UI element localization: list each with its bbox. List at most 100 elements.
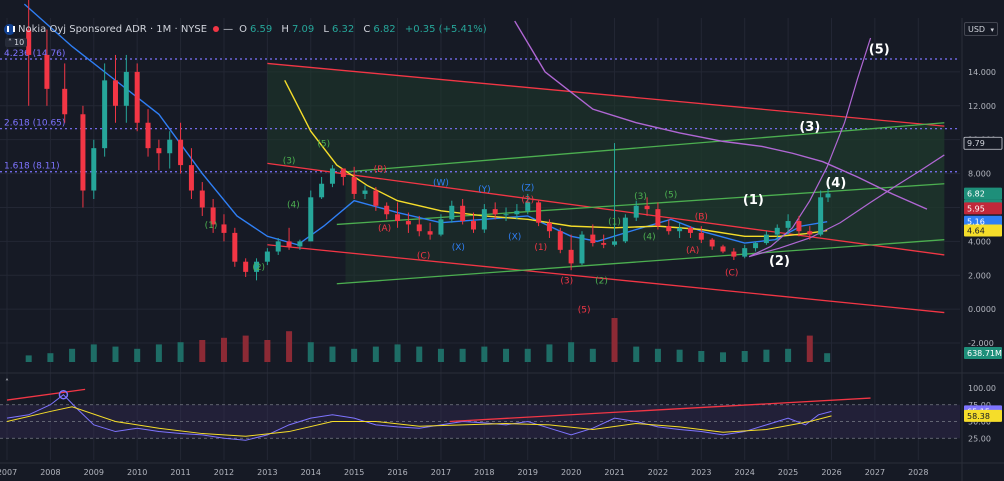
candle-body: [568, 249, 574, 264]
volume-bar: [676, 349, 683, 362]
volume-bar: [25, 355, 32, 362]
volume-bar: [112, 346, 119, 362]
volume-bar: [307, 342, 314, 362]
volume-bar: [90, 344, 97, 362]
candle-body: [210, 207, 216, 225]
eye-icon[interactable]: —: [223, 23, 234, 35]
candle-body: [44, 54, 50, 89]
volume-bar: [763, 349, 770, 362]
volume-bar: [785, 348, 792, 362]
candle-body: [731, 251, 737, 257]
candle-body: [145, 122, 151, 149]
currency-select[interactable]: USD ▾: [964, 22, 998, 36]
candle-body: [622, 217, 628, 242]
candle-body: [319, 183, 325, 198]
wave-label: (5): [578, 306, 591, 316]
projection-curve: [748, 154, 945, 258]
volume-bar: [220, 337, 227, 362]
trendline: [267, 162, 945, 256]
rsi-trendline: [449, 397, 871, 423]
wave-label: (1): [743, 193, 764, 208]
red-channel-shade: [267, 63, 945, 255]
wave-label: (1): [608, 217, 621, 227]
volume-bar: [459, 348, 466, 362]
volume-bar: [806, 335, 813, 362]
volume-bar: [242, 335, 249, 362]
candle-body: [481, 209, 487, 230]
wave-label: (A): [378, 224, 391, 234]
time-axis-label: 2023: [691, 468, 711, 477]
candle-body: [329, 168, 335, 184]
collapse-chevron-icon: ˄: [8, 38, 12, 47]
wave-label: (1): [205, 221, 218, 231]
volume-bar: [264, 340, 271, 362]
wave-label: (3): [283, 156, 296, 166]
time-axis-label: 2025: [778, 468, 798, 477]
wave-label: (5): [869, 42, 890, 57]
price-axis-label: 8.000: [968, 170, 991, 179]
candle-body: [503, 214, 509, 216]
volume-bar: [568, 342, 575, 362]
candle-body: [134, 71, 140, 123]
rsi-axis-label: 50.00: [968, 418, 991, 427]
price-tag: 6.82: [967, 190, 985, 199]
fib-level-label: 1.618 (8.11): [4, 162, 60, 172]
candle-body: [825, 193, 831, 198]
candle-body: [763, 234, 769, 244]
price-axis-label: 2.000: [968, 271, 991, 280]
volume-bar: [329, 346, 336, 362]
volume-bar: [416, 346, 423, 362]
rsi-peak-marker: [58, 389, 69, 400]
volume-bar: [134, 348, 141, 362]
rsi-axis-label: 25.00: [968, 434, 991, 443]
trendline: [345, 122, 945, 173]
ohlc-low: L 6.32: [323, 23, 355, 35]
time-axis-label: 2021: [604, 468, 624, 477]
rsi-pane-toggle[interactable]: ˄: [5, 378, 9, 387]
symbol-title[interactable]: Nokia Oyj Sponsored ADR · 1M · NYSE: [18, 23, 208, 35]
price-axis-label: 14.000: [968, 68, 996, 77]
volume-bar: [286, 331, 293, 362]
wave-label: (A): [686, 246, 699, 256]
trendline: [336, 183, 945, 226]
time-axis-label: 2008: [40, 468, 60, 477]
time-axis-label: 2015: [344, 468, 364, 477]
wave-label: (5): [665, 190, 678, 200]
volume-bar: [47, 353, 54, 362]
rsi-line: [6, 394, 832, 441]
candle-body: [438, 219, 444, 235]
trendline: [267, 244, 945, 314]
candle-body: [785, 221, 791, 228]
market-status-dot: [213, 26, 220, 32]
candle-body: [112, 80, 118, 106]
wave-label: (C): [725, 268, 738, 278]
candle-body: [818, 197, 824, 235]
candle-body: [384, 205, 390, 215]
wave-label: (X): [452, 243, 465, 253]
wave-label: (Y): [478, 185, 491, 195]
volume-bar: [69, 348, 76, 362]
candle-body: [373, 190, 379, 206]
candle-body: [340, 168, 346, 177]
volume-bar: [698, 351, 705, 362]
ohlc-readout: O 6.59 H 7.09 L 6.32 C 6.82 +0.35 (+5.41%): [239, 24, 493, 35]
wave-label: (2): [521, 195, 534, 205]
volume-bar: [524, 348, 531, 362]
wave-label: (W): [433, 178, 449, 188]
wave-label: (B): [374, 165, 387, 175]
candle-body: [123, 71, 129, 106]
indicator-count-badge[interactable]: ˄ 10: [5, 38, 28, 47]
candle-body: [308, 197, 314, 242]
candle-body: [709, 239, 715, 247]
volume-bar: [394, 344, 401, 362]
wave-label: (4): [287, 200, 300, 210]
fib-level-label: 4.236 (14.76): [4, 49, 65, 59]
candle-body: [525, 202, 531, 211]
trendline: [267, 62, 945, 127]
nokia-logo-icon: [4, 23, 15, 35]
rsi-ma-line: [6, 406, 832, 437]
candle-body: [297, 241, 303, 247]
wave-label: (C): [417, 251, 430, 261]
candle-body: [264, 251, 270, 262]
